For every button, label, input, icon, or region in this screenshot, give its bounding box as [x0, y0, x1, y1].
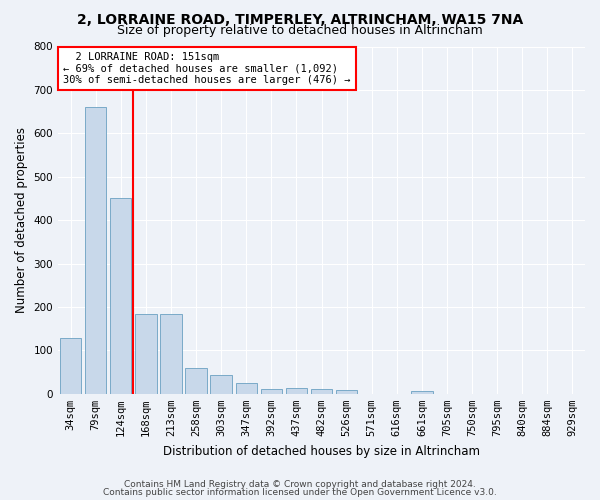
Bar — [185, 368, 207, 394]
Bar — [160, 314, 182, 394]
Bar — [286, 388, 307, 394]
Text: 2, LORRAINE ROAD, TIMPERLEY, ALTRINCHAM, WA15 7NA: 2, LORRAINE ROAD, TIMPERLEY, ALTRINCHAM,… — [77, 12, 523, 26]
X-axis label: Distribution of detached houses by size in Altrincham: Distribution of detached houses by size … — [163, 444, 480, 458]
Y-axis label: Number of detached properties: Number of detached properties — [15, 127, 28, 313]
Bar — [236, 383, 257, 394]
Bar — [311, 389, 332, 394]
Bar — [110, 198, 131, 394]
Bar — [336, 390, 357, 394]
Bar — [260, 388, 282, 394]
Bar — [60, 338, 81, 394]
Text: Size of property relative to detached houses in Altrincham: Size of property relative to detached ho… — [117, 24, 483, 37]
Bar — [135, 314, 157, 394]
Bar — [211, 375, 232, 394]
Bar — [85, 108, 106, 394]
Text: 2 LORRAINE ROAD: 151sqm
← 69% of detached houses are smaller (1,092)
30% of semi: 2 LORRAINE ROAD: 151sqm ← 69% of detache… — [64, 52, 351, 85]
Bar — [411, 391, 433, 394]
Text: Contains HM Land Registry data © Crown copyright and database right 2024.: Contains HM Land Registry data © Crown c… — [124, 480, 476, 489]
Text: Contains public sector information licensed under the Open Government Licence v3: Contains public sector information licen… — [103, 488, 497, 497]
